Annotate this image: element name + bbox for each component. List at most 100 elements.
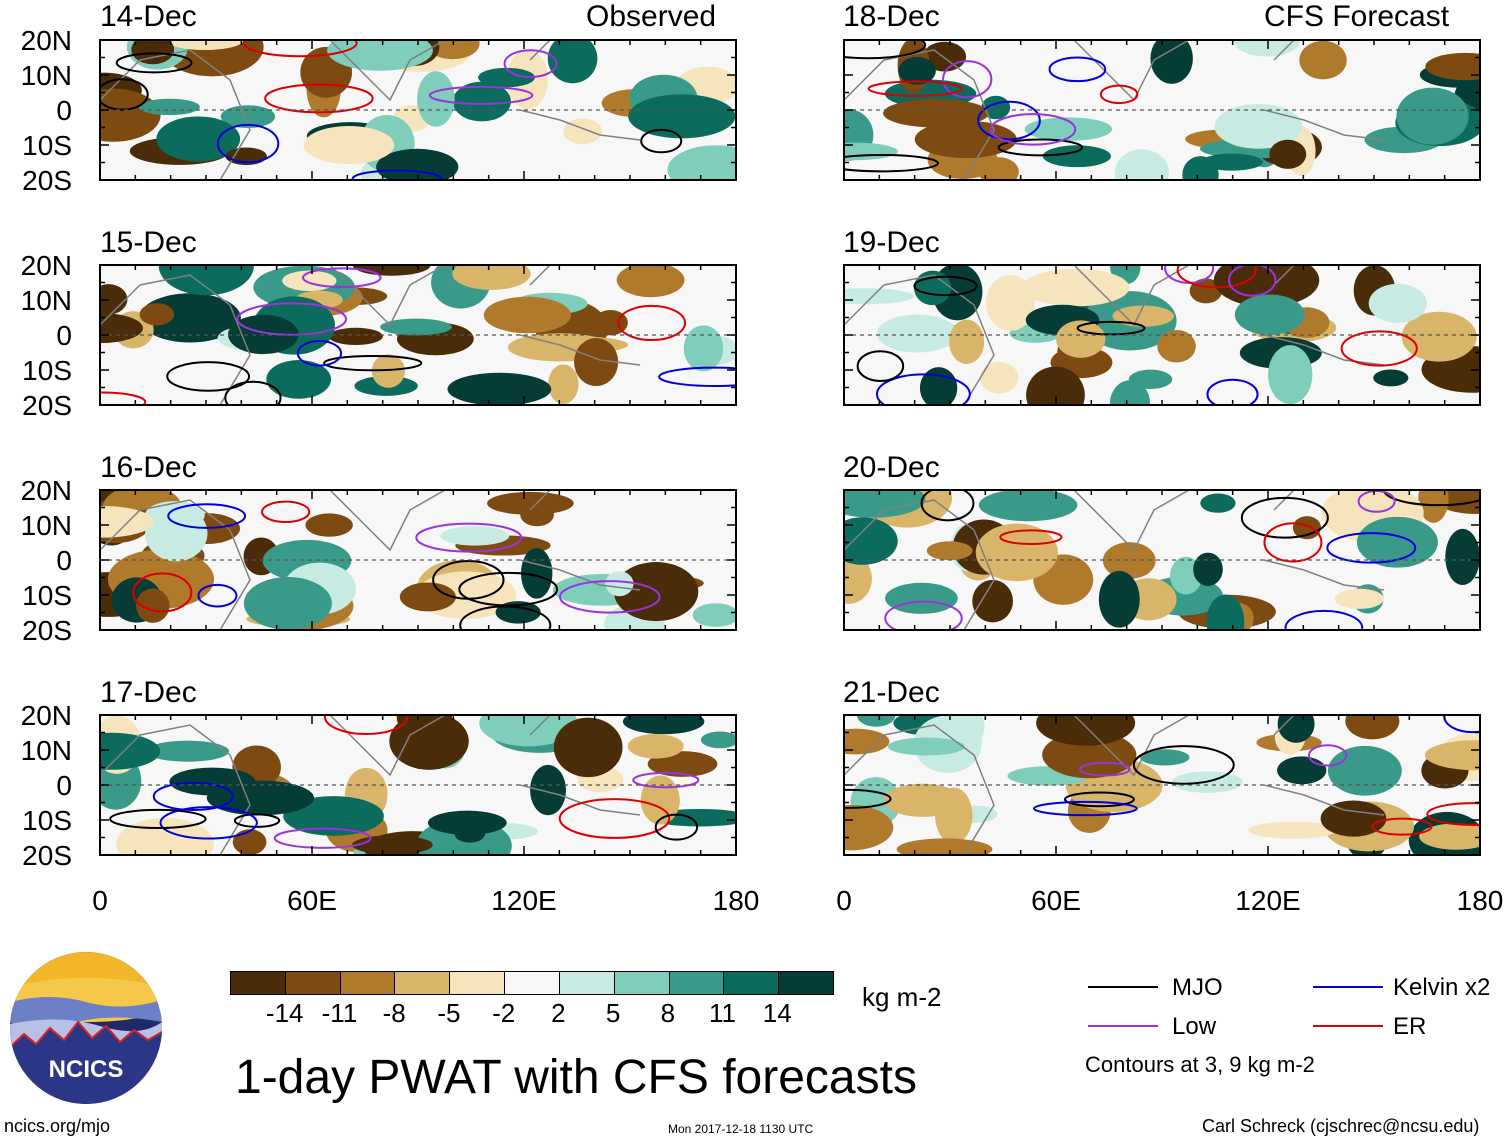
wave-contour — [323, 715, 409, 736]
anomaly-blob — [520, 547, 553, 599]
wave-contour — [1240, 496, 1329, 539]
wave-contour — [503, 49, 558, 78]
wave-contour — [844, 40, 927, 60]
coastline — [1263, 40, 1385, 141]
anomaly-blob — [158, 265, 254, 296]
wave-contour — [216, 123, 280, 164]
wave-contour — [1048, 56, 1107, 83]
anomaly-blob — [640, 775, 680, 825]
anomaly-blob — [1356, 516, 1438, 568]
anomaly-blob — [1193, 552, 1223, 586]
colorbar-swatch — [339, 972, 395, 994]
lon-tick-label: 60E — [1031, 885, 1081, 916]
anomaly-blob — [605, 571, 634, 597]
wave-contour — [617, 304, 687, 342]
wave-contour — [132, 572, 193, 613]
anomaly-blob — [427, 810, 507, 835]
legend: MJO Kelvin x2 Low ER — [1088, 972, 1498, 1052]
lat-tick-label: 20N — [21, 250, 72, 281]
date-label-obs-4: 17-Dec — [100, 676, 197, 709]
wave-contour — [1132, 745, 1235, 785]
anomaly-blob — [1114, 149, 1170, 180]
anomaly-blob — [1233, 40, 1301, 57]
coastline — [519, 265, 641, 366]
coastline — [1073, 490, 1190, 552]
legend-line-low — [1088, 1025, 1158, 1027]
anomaly-blob — [371, 354, 406, 388]
anomaly-blob — [978, 490, 1078, 522]
anomaly-blob — [1056, 320, 1106, 358]
anomaly-blob — [844, 517, 898, 565]
anomaly-blob — [483, 296, 571, 334]
anomaly-blob — [283, 796, 384, 836]
legend-label-kelvin: Kelvin x2 — [1393, 974, 1491, 1001]
wave-contour — [458, 571, 559, 607]
wave-contour — [844, 788, 892, 809]
anomaly-blob — [1109, 380, 1151, 405]
coastline — [329, 265, 446, 327]
legend-label-er: ER — [1393, 1013, 1427, 1040]
wave-contour — [152, 781, 234, 812]
wave-contour — [166, 361, 251, 392]
anomaly-blob — [627, 733, 684, 759]
anomaly-blob — [972, 579, 1013, 623]
colorbar — [230, 971, 834, 995]
map-panel: 20N 10N 0 10S 20S — [21, 700, 737, 871]
anomaly-blob — [206, 780, 315, 816]
anomaly-blob — [100, 88, 161, 142]
wave-contour — [1263, 522, 1323, 563]
anomaly-blob — [1268, 345, 1313, 405]
anomaly-blob — [440, 526, 510, 546]
anomaly-blob — [896, 838, 993, 855]
anomaly-blob — [220, 105, 276, 128]
anomaly-blob — [667, 145, 736, 180]
colorbar-tick-label: 2 — [551, 998, 566, 1028]
colorbar-tick-label: -8 — [382, 998, 406, 1028]
anomaly-blob — [145, 740, 230, 762]
anomaly-blob — [327, 40, 433, 71]
anomaly-blob — [1206, 594, 1245, 630]
wave-contour — [558, 580, 661, 614]
wave-contour — [977, 100, 1041, 141]
anomaly-blob — [883, 98, 989, 128]
anomaly-blob — [266, 360, 332, 399]
wave-contour — [273, 827, 372, 849]
anomaly-blob — [548, 364, 579, 404]
colorbar-tick-label: -5 — [437, 998, 461, 1028]
anomaly-blob — [844, 490, 926, 518]
lat-tick-label: 10S — [22, 130, 72, 161]
colorbar-swatch — [394, 972, 450, 994]
anomaly-blob — [487, 491, 574, 515]
observed-label: Observed — [586, 0, 717, 33]
footer-timestamp: Mon 2017-12-18 1130 UTC — [668, 1122, 814, 1136]
wave-contour — [844, 153, 940, 173]
wave-contour — [264, 83, 374, 114]
colorbar-swatch — [778, 972, 833, 994]
wave-contour — [428, 85, 534, 105]
date-label-fc-1: 18-Dec — [843, 0, 940, 33]
coastline — [100, 274, 251, 405]
anomaly-blob — [1269, 139, 1307, 169]
logo-art — [10, 952, 162, 1104]
map-panel — [843, 714, 1481, 856]
anomaly-blob — [232, 829, 267, 855]
anomaly-blob — [1345, 715, 1400, 740]
coastline — [329, 490, 446, 552]
coastline — [329, 715, 446, 777]
footer-url[interactable]: ncics.org/mjo — [4, 1116, 111, 1136]
wave-contour — [1307, 744, 1348, 767]
lat-tick-label: 10N — [21, 285, 72, 316]
anomaly-blob — [1036, 715, 1136, 746]
lon-tick-label: 120E — [491, 885, 556, 916]
map-panel — [843, 39, 1481, 181]
legend-line-mjo — [1088, 986, 1158, 988]
anomaly-blob — [949, 319, 985, 364]
lon-tick-label: 0 — [836, 885, 852, 916]
wave-contour — [242, 40, 358, 58]
anomaly-blob — [479, 715, 578, 747]
wave-contour — [640, 128, 683, 154]
wave-contour — [920, 490, 975, 522]
wave-contour — [323, 354, 423, 372]
coastline — [519, 40, 641, 141]
wave-contour — [658, 366, 736, 388]
